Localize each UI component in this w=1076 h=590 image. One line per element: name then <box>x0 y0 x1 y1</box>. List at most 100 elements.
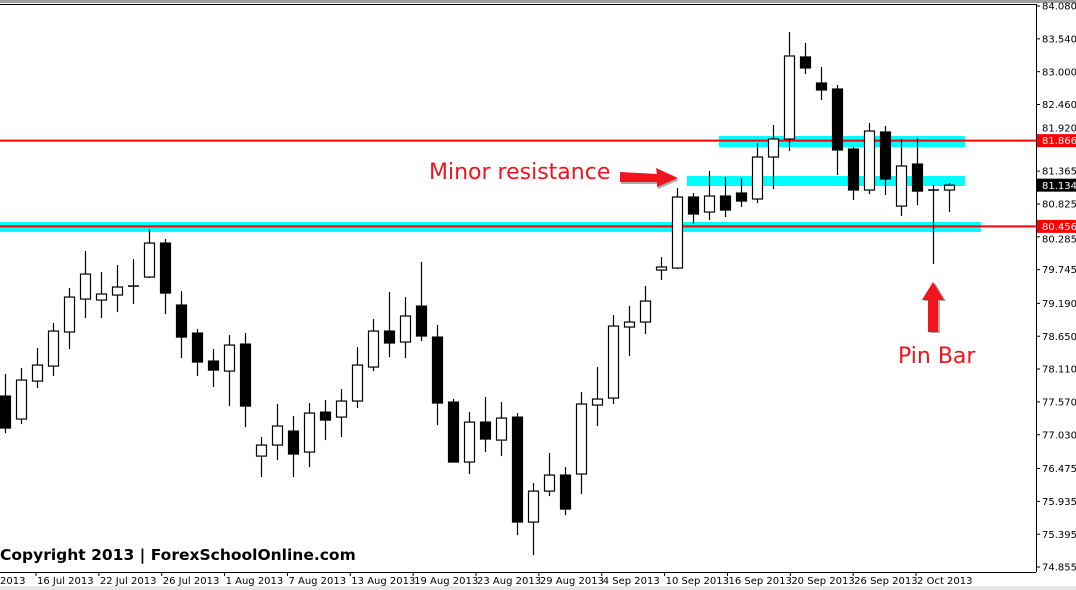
candle <box>639 286 652 335</box>
candle <box>575 392 588 495</box>
candle-body-bearish <box>719 195 732 211</box>
candle <box>559 467 572 516</box>
candle <box>128 259 139 305</box>
candles-layer <box>0 31 956 556</box>
candle <box>191 329 204 377</box>
candle <box>159 239 172 315</box>
candle-body-bearish <box>879 131 892 180</box>
candle-body-bearish <box>287 430 300 455</box>
candle <box>863 123 876 195</box>
y-tick-label: 76.475 <box>1042 464 1076 475</box>
candle <box>703 170 716 221</box>
y-tick-label: 80.825 <box>1042 200 1076 211</box>
x-tick-label: 4 Sep 2013 <box>603 576 660 587</box>
candle <box>511 413 524 536</box>
candle <box>783 31 796 151</box>
y-tick-label: 81.365 <box>1042 167 1076 178</box>
candle <box>719 177 732 218</box>
candle <box>335 389 348 438</box>
x-tick-label: 13 Aug 2013 <box>351 576 415 587</box>
candle-body-bearish <box>479 421 492 440</box>
plot-frame <box>0 4 1037 573</box>
candle-body-bearish <box>207 360 220 371</box>
x-tick-label: 26 Jul 2013 <box>163 576 220 587</box>
candle-body-bullish <box>463 421 476 463</box>
candle-body-bullish <box>895 165 908 207</box>
candle-body-bearish <box>447 401 460 463</box>
candle-body-bullish <box>623 321 636 328</box>
candle-body-bearish <box>0 395 12 429</box>
candle-body-bullish <box>495 417 508 441</box>
horizontal-lines-layer <box>0 139 1036 228</box>
candle-body-bullish <box>111 286 124 296</box>
x-tick-label: 23 Aug 2013 <box>477 576 541 587</box>
x-tick-label: 1 Aug 2013 <box>226 576 284 587</box>
candle-body-bullish <box>79 273 92 300</box>
candle-body-bearish <box>831 88 844 151</box>
candle-body-bullish <box>255 444 268 457</box>
candle-body-bearish <box>511 416 524 523</box>
candle-body-bullish <box>303 412 316 453</box>
x-tick-label: 7 Aug 2013 <box>288 576 346 587</box>
candle-body-bullish <box>223 344 236 372</box>
candle <box>175 291 188 359</box>
minor-resistance-annotation: Minor resistance <box>429 160 611 185</box>
y-tick-label: 83.000 <box>1042 67 1076 78</box>
candle <box>591 367 604 427</box>
candle <box>431 325 444 426</box>
candle-body-bearish <box>175 304 188 338</box>
x-tick-label: 22 Jul 2013 <box>100 576 157 587</box>
candle <box>415 262 428 342</box>
candle-body-bearish <box>735 192 748 202</box>
candle-body-bullish <box>703 195 716 213</box>
candle-body-bullish <box>639 300 652 323</box>
candle-body-bullish <box>943 184 956 191</box>
x-tick-label: 26 Sep 2013 <box>854 576 917 587</box>
candle <box>751 143 764 204</box>
candle <box>47 323 60 377</box>
y-tick-label: 75.935 <box>1042 497 1076 508</box>
candle-body-bearish <box>911 163 924 192</box>
candle <box>31 348 44 389</box>
candle <box>495 402 508 457</box>
line-price-box <box>1037 219 1076 233</box>
candle <box>351 347 364 409</box>
candle <box>543 453 556 497</box>
candle <box>399 297 412 359</box>
candle <box>655 257 668 281</box>
resistance-zone <box>687 176 965 187</box>
candle <box>447 399 460 463</box>
y-tick-label: 78.650 <box>1042 332 1076 343</box>
current-price-label: 81.134 <box>1042 181 1076 192</box>
candle <box>319 400 332 441</box>
y-tick-label: 79.190 <box>1042 299 1076 310</box>
candle <box>111 265 124 313</box>
candle-body-bearish <box>239 343 252 407</box>
candle <box>943 183 956 213</box>
candle <box>527 483 540 556</box>
line-price-label: 80.456 <box>1042 222 1076 233</box>
candle <box>63 288 76 350</box>
candle <box>479 397 492 453</box>
y-tick-label: 75.395 <box>1042 530 1076 541</box>
candle-body-bearish <box>415 305 428 337</box>
x-tick-label: 2013 <box>0 576 25 587</box>
candle <box>287 416 300 478</box>
candle <box>303 403 316 468</box>
x-tick-label: 10 Sep 2013 <box>666 576 729 587</box>
x-tick-label: 20 Sep 2013 <box>791 576 854 587</box>
candle <box>831 84 844 175</box>
candle-body-bullish <box>527 490 540 523</box>
candle-body-bullish <box>671 196 684 269</box>
candle-body-bullish <box>367 330 380 368</box>
candle-body-bearish <box>687 196 700 215</box>
candle-body-bearish <box>431 336 444 404</box>
candle-body-bearish <box>847 148 860 191</box>
candle-body-bullish <box>655 266 668 271</box>
candle <box>79 251 92 319</box>
candle <box>767 125 780 189</box>
y-tick-label: 78.110 <box>1042 365 1076 376</box>
candle-body-bearish <box>159 242 172 294</box>
candle <box>607 315 620 405</box>
y-tick-label: 77.570 <box>1042 397 1076 408</box>
